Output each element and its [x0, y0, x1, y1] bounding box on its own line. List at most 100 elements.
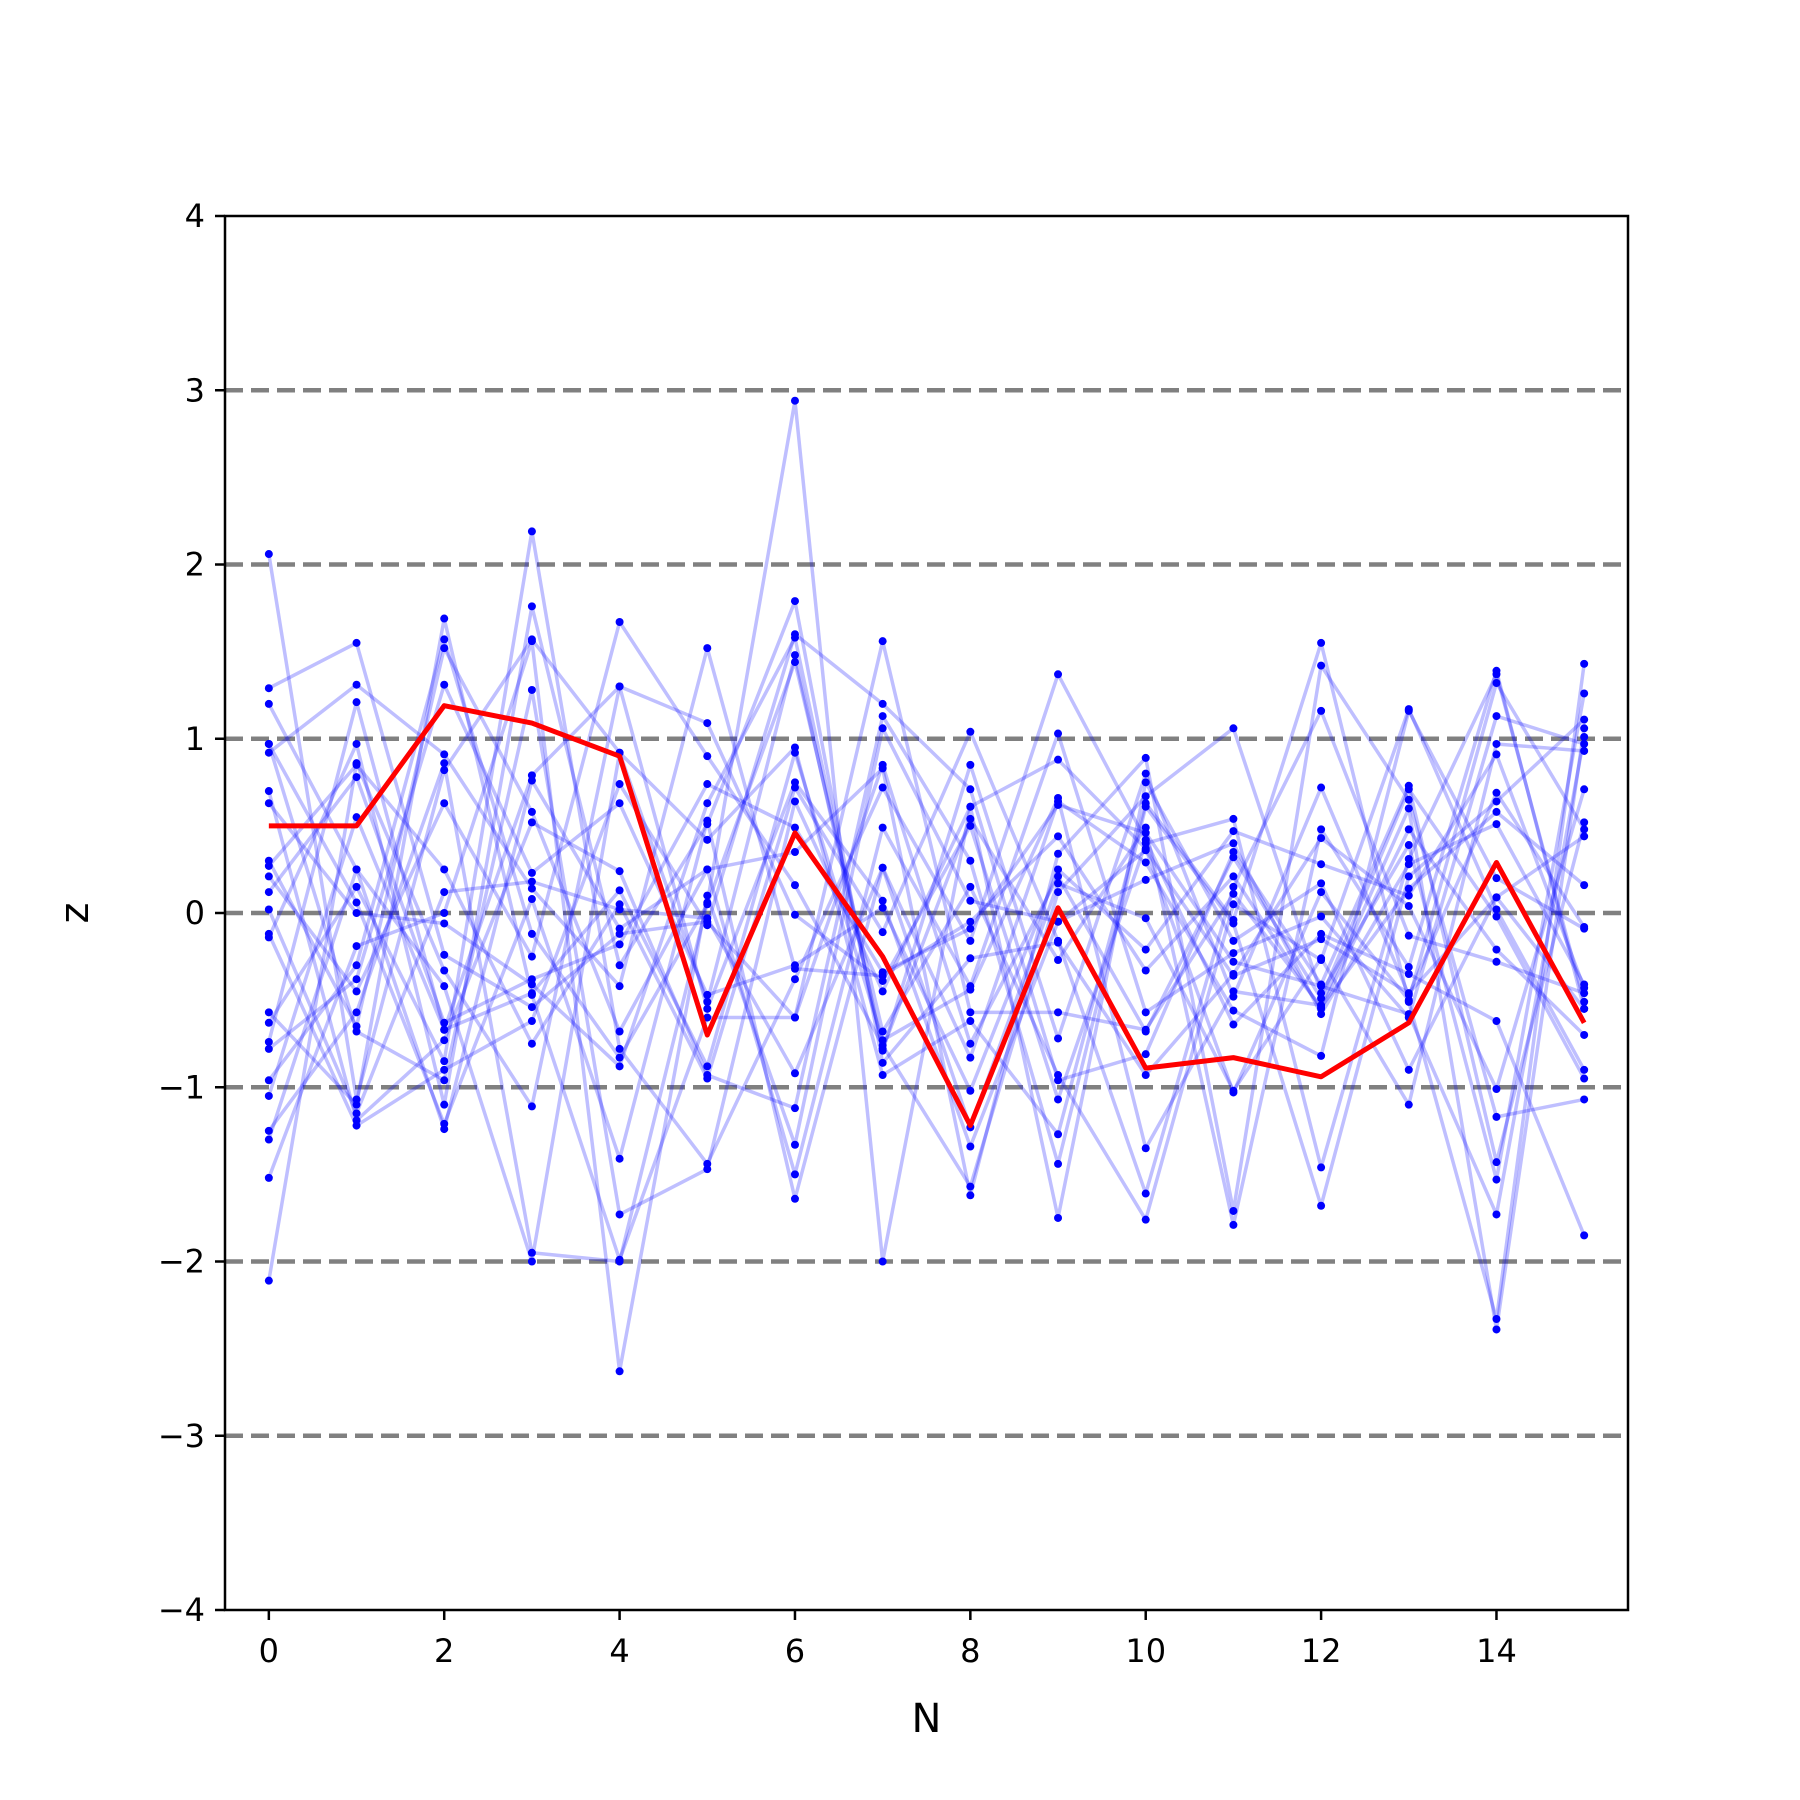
background-point [1580, 1074, 1589, 1083]
background-point [966, 760, 975, 769]
background-point [527, 929, 536, 938]
background-point [1054, 849, 1063, 858]
background-point [527, 685, 536, 694]
background-series-line [268, 641, 1586, 1080]
highlight-series-group [268, 703, 1587, 1129]
background-point [1141, 858, 1150, 867]
background-point [440, 799, 449, 808]
y-tick-label: 4 [185, 197, 205, 235]
background-point [966, 814, 975, 823]
background-series-line [267, 681, 1586, 1217]
background-point [1229, 1220, 1238, 1229]
background-point [1580, 983, 1589, 992]
background-point [1580, 881, 1589, 890]
background-point [352, 1121, 361, 1130]
background-point [966, 954, 975, 963]
background-series-line [267, 553, 1586, 1227]
background-point [790, 881, 799, 890]
background-point [1492, 893, 1501, 902]
background-point [1404, 969, 1413, 978]
background-point [352, 1100, 361, 1109]
background-point [1141, 1050, 1150, 1059]
background-point [1404, 963, 1413, 972]
background-point [1492, 1175, 1501, 1184]
background-point [1141, 1025, 1150, 1034]
background-point [1492, 874, 1501, 883]
background-point [352, 909, 361, 917]
background-point [878, 896, 887, 905]
background-point [1580, 1065, 1589, 1074]
x-tick-label: 8 [960, 1632, 980, 1670]
background-point [1317, 825, 1326, 834]
background-point [615, 799, 624, 808]
background-point [1229, 1206, 1238, 1215]
background-point [1492, 1158, 1501, 1167]
background-point [615, 1367, 624, 1376]
background-point [1317, 1010, 1326, 1019]
background-point [878, 637, 887, 646]
background-point [527, 818, 536, 827]
background-point [878, 712, 887, 721]
background-point [966, 882, 975, 891]
background-point [790, 910, 799, 919]
background-point [1141, 914, 1150, 923]
background-point [264, 1173, 273, 1182]
background-point [264, 861, 273, 870]
background-point [352, 638, 361, 647]
background-point [1054, 1130, 1063, 1139]
background-point [615, 940, 624, 949]
background-point [1404, 781, 1413, 790]
background-point [878, 976, 887, 985]
background-point [352, 975, 361, 984]
background-point [1229, 889, 1238, 898]
background-point [1492, 1325, 1501, 1334]
background-point [1141, 1215, 1150, 1224]
background-point [703, 1004, 712, 1013]
background-series-line [267, 736, 1586, 1217]
background-point [615, 780, 624, 789]
background-point [1141, 753, 1150, 762]
background-point [1229, 814, 1238, 823]
background-point [703, 1013, 712, 1022]
x-axis-label: N [912, 1696, 942, 1742]
background-point [440, 680, 449, 689]
background-point [440, 614, 449, 623]
x-tick-label: 14 [1476, 1632, 1517, 1670]
background-point [703, 914, 712, 923]
background-point [1229, 1086, 1238, 1095]
background-point [1229, 987, 1238, 996]
background-point [527, 807, 536, 816]
background-point [440, 1057, 449, 1066]
background-point [1141, 1071, 1150, 1080]
background-point [790, 658, 799, 667]
background-point [1141, 846, 1150, 855]
background-series-line [267, 728, 1586, 1332]
background-point [264, 550, 273, 559]
background-point [615, 1044, 624, 1053]
background-point [615, 1154, 624, 1163]
background-point [1580, 1231, 1589, 1240]
background-point [1492, 820, 1501, 829]
background-point [1229, 724, 1238, 733]
background-point [440, 635, 449, 644]
background-point [1054, 793, 1063, 802]
background-point [703, 891, 712, 900]
background-point [615, 924, 624, 933]
background-point [527, 877, 536, 886]
background-point [878, 783, 887, 792]
background-point [1580, 825, 1589, 834]
background-point [1317, 661, 1326, 670]
background-point [1404, 902, 1413, 911]
background-point [1580, 1030, 1589, 1039]
background-point [615, 1210, 624, 1219]
background-point [703, 780, 712, 789]
background-point [703, 816, 712, 825]
background-point [1492, 912, 1501, 921]
background-point [1317, 1201, 1326, 1210]
background-point [878, 1027, 887, 1036]
background-point [1317, 638, 1326, 647]
background-series-line [267, 599, 1586, 1107]
background-point [1229, 848, 1238, 857]
background-point [966, 856, 975, 865]
background-point [703, 1159, 712, 1168]
